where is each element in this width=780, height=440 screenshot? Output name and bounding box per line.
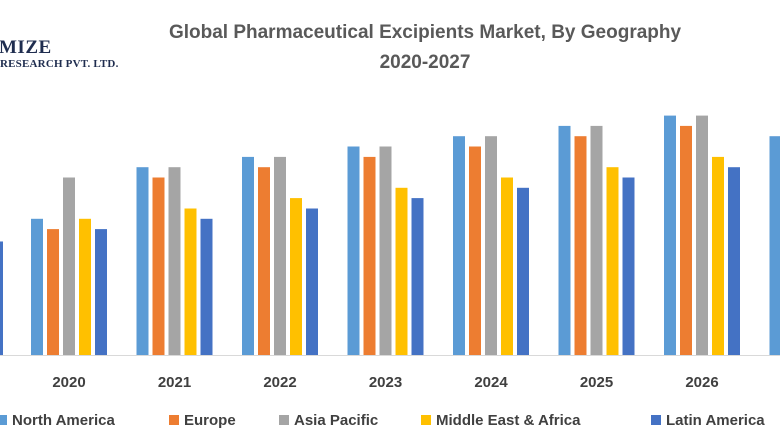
bar-2020-europe [47,229,59,355]
bar-2025-asia-pacific [590,125,603,356]
legend-label-latin-america: Latin America [666,412,765,429]
legend-swatch-asia-pacific [279,415,289,425]
bar-2027-north-america [769,136,780,355]
bar-2022-north-america [242,156,254,355]
bar-2020-asia-pacific [63,177,75,355]
bar-2022-asia-pacific [274,156,286,355]
bar-2021-asia-pacific [168,167,181,355]
bar-2025-north-america [558,125,571,356]
legend: North America Europe Asia Pacific Middle Ea… [0,412,765,429]
legend-label-middle-east-africa: Middle East & Africa [436,412,581,429]
x-axis-ticks: 20202021202220232024202520262027 [52,374,718,391]
x-tick-label: 2023 [369,374,402,391]
bar-2020-north-america [31,218,43,355]
bar-2023-asia-pacific [379,146,392,355]
bar-2021-north-america [136,167,149,355]
x-tick-label: 2026 [685,374,718,391]
bar-2026-asia-pacific [696,115,708,355]
bar-2022-europe [258,167,270,355]
bar-2026-middle-east-africa [712,156,724,355]
legend-swatch-europe [169,415,179,425]
bar-partial-latin-america [0,241,3,355]
logo-line-1: MIZE [0,37,52,58]
bar-2022-middle-east-africa [290,198,302,355]
bar-2026-europe [680,125,692,356]
x-tick-label: 2021 [158,374,191,391]
bar-2020-latin-america [95,229,107,355]
legend-label-north-america: North America [12,412,115,429]
bar-2022-latin-america [306,208,318,355]
bar-2021-middle-east-africa [184,208,197,355]
bar-2023-europe [363,156,376,355]
bar-2021-europe [152,177,165,355]
x-tick-label: 2024 [474,374,508,391]
bar-2020-middle-east-africa [79,218,91,355]
bar-2025-europe [574,136,587,355]
bars-group [0,115,780,356]
x-tick-label: 2025 [580,374,613,391]
legend-swatch-north-america [0,415,7,425]
bar-2023-latin-america [411,198,424,355]
bar-2021-latin-america [200,218,213,355]
legend-swatch-latin-america [651,415,661,425]
chart-subtitle: 2020-2027 [380,52,471,73]
legend-label-asia-pacific: Asia Pacific [294,412,378,429]
x-tick-label: 2022 [263,374,296,391]
company-logo: MIZE RESEARCH PVT. LTD. [0,37,119,71]
logo-line-2: RESEARCH PVT. LTD. [0,58,119,70]
bar-2024-north-america [453,136,465,355]
bar-2025-latin-america [622,177,635,355]
bar-2024-latin-america [517,187,529,355]
legend-label-europe: Europe [184,412,236,429]
bar-2023-north-america [347,146,360,355]
bar-2024-europe [469,146,481,355]
bar-2026-north-america [664,115,676,355]
bar-2024-asia-pacific [485,136,497,355]
x-tick-label: 2020 [52,374,85,391]
bar-2024-middle-east-africa [501,177,513,355]
bar-2026-latin-america [728,167,740,355]
bar-2023-middle-east-africa [395,187,408,355]
legend-swatch-middle-east-africa [421,415,431,425]
chart-title: Global Pharmaceutical Excipients Market,… [169,22,682,43]
bar-2025-middle-east-africa [606,167,619,355]
